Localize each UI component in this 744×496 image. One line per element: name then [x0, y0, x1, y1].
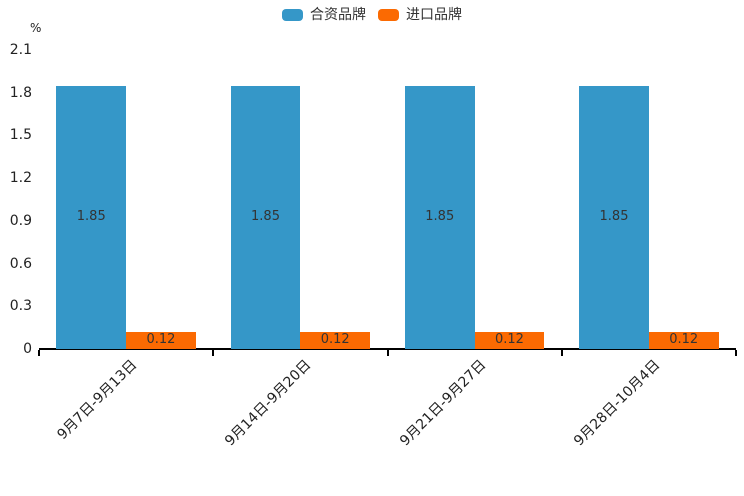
bar-series1-cat0[interactable] [126, 331, 196, 349]
legend-marker-icon [378, 9, 399, 21]
x-axis-category-label: 9月28日-10月4日 [570, 357, 664, 450]
bar-series0-cat3[interactable] [579, 85, 649, 349]
bar-value-label: 0.12 [669, 332, 699, 348]
legend: 合资品牌 进口品牌 [0, 7, 744, 23]
legend-marker-icon [282, 9, 303, 21]
y-axis-tick-label: 1.5 [9, 127, 32, 144]
legend-item-1[interactable]: 进口品牌 [378, 7, 462, 23]
x-axis-category-label: 9月14日-9月20日 [222, 357, 315, 450]
x-axis-category-label: 9月21日-9月27日 [396, 357, 489, 450]
x-axis-tick-mark [386, 350, 389, 356]
x-axis-tick-mark [38, 350, 40, 356]
legend-item-label: 进口品牌 [406, 7, 462, 23]
bar-value-label: 1.85 [251, 209, 280, 225]
y-axis-tick-label: 0 [23, 341, 32, 357]
x-axis-category-label: 9月7日-9月13日 [54, 357, 141, 443]
bar-value-label: 0.12 [494, 332, 524, 348]
bar-series0-cat0[interactable] [56, 85, 127, 349]
bar-value-label: 0.12 [320, 332, 350, 348]
bar-series1-cat3[interactable] [648, 331, 719, 349]
legend-item-label: 合资品牌 [310, 7, 366, 23]
bar-series0-cat1[interactable] [230, 85, 301, 349]
bar-series1-cat2[interactable] [474, 331, 545, 349]
x-axis-tick-mark [560, 350, 563, 356]
x-axis-tick-mark [735, 350, 737, 356]
bar-series0-cat2[interactable] [404, 85, 475, 349]
y-axis-tick-label: 0.3 [9, 298, 32, 315]
x-axis-line [39, 348, 736, 350]
y-axis-tick-label: 2.1 [9, 42, 32, 58]
y-axis-tick-label: 0.9 [9, 212, 32, 229]
y-axis-tick-label: 1.8 [9, 84, 32, 101]
bar-value-label: 1.85 [76, 209, 106, 225]
legend-item-0[interactable]: 合资品牌 [282, 7, 366, 23]
x-axis-tick-mark [212, 350, 215, 356]
y-axis-tick-label: 1.2 [9, 170, 32, 187]
bar-value-label: 0.12 [146, 332, 176, 348]
bar-value-label: 1.85 [599, 209, 629, 225]
bar-value-label: 1.85 [425, 209, 455, 225]
bar-series1-cat1[interactable] [300, 331, 371, 349]
y-axis-unit-label: % [30, 21, 42, 35]
y-axis-tick-label: 0.6 [9, 255, 32, 272]
